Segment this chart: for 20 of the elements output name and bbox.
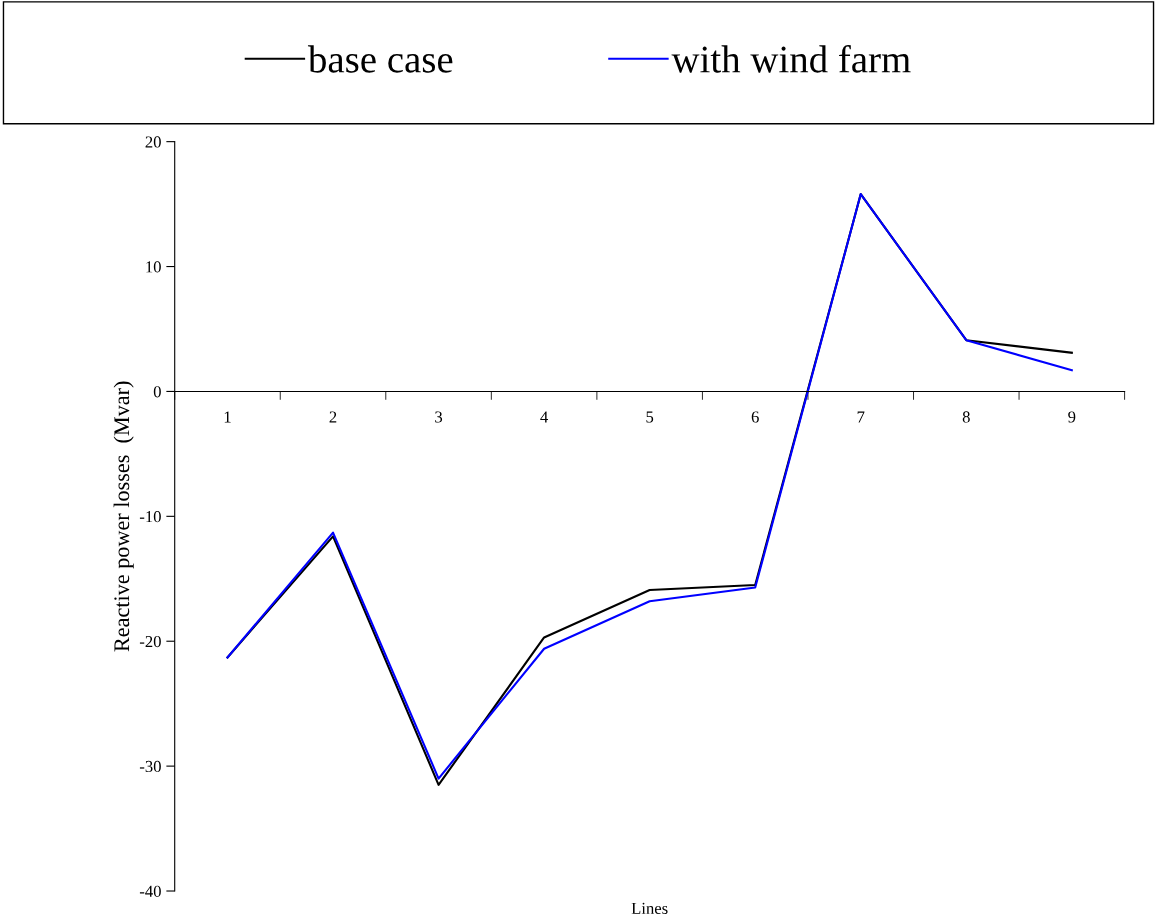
x-axis-title: Lines <box>631 902 668 914</box>
y-tick-label: 10 <box>146 261 161 273</box>
y-tick-label: 0 <box>153 386 161 398</box>
x-tick-label: 8 <box>962 411 970 423</box>
x-tick-label: 1 <box>224 411 231 423</box>
y-tick-label: -20 <box>139 635 161 648</box>
x-tick-label: 5 <box>646 411 654 423</box>
x-tick-label: 7 <box>857 411 865 423</box>
x-tick-label: 6 <box>751 411 759 423</box>
y-tick-label: -10 <box>139 511 161 523</box>
x-tick-label: 9 <box>1068 411 1076 423</box>
y-axis-title: Reactive power losses (Mvar) <box>113 381 134 652</box>
x-tick-label: 3 <box>435 411 443 423</box>
legend-label: base case <box>307 45 453 73</box>
x-tick-label: 4 <box>540 411 549 423</box>
x-tick-label: 2 <box>329 411 337 423</box>
y-tick-label: 20 <box>145 136 161 148</box>
y-tick-label: -40 <box>139 885 161 897</box>
y-tick-label: -30 <box>139 760 161 773</box>
legend-label: with wind farm <box>671 44 911 73</box>
